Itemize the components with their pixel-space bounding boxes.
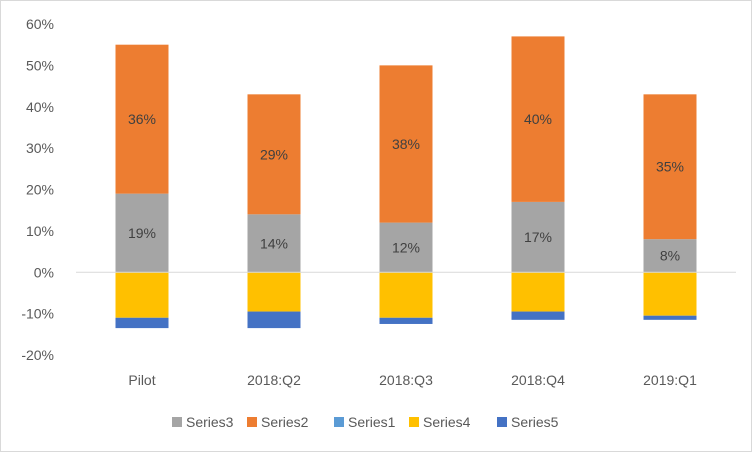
y-tick-label: 60%	[26, 16, 54, 32]
legend-label-series5: Series5	[511, 414, 559, 430]
data-label: 40%	[524, 111, 552, 127]
data-label: 19%	[128, 225, 156, 241]
legend-swatch-series2	[247, 417, 257, 427]
legend-label-series4: Series4	[423, 414, 471, 430]
y-tick-label: 30%	[26, 140, 54, 156]
bar-series3-2018-q2	[247, 214, 301, 273]
bar-series4-2018-q2	[247, 272, 301, 312]
bar-series5-2018-q3	[379, 317, 433, 324]
data-label: 14%	[260, 235, 288, 251]
legend-label-series2: Series2	[261, 414, 309, 430]
y-tick-label: 50%	[26, 57, 54, 73]
bar-series3-2018-q4	[511, 201, 565, 273]
bar-series2-pilot	[115, 44, 169, 194]
data-label: 38%	[392, 136, 420, 152]
bar-series2-2018-q2	[247, 94, 301, 215]
data-label: 17%	[524, 229, 552, 245]
data-label: 8%	[660, 248, 680, 264]
x-category-label: 2018:Q4	[511, 372, 565, 388]
bar-series4-pilot	[115, 272, 169, 318]
y-tick-label: 40%	[26, 99, 54, 115]
legend-swatch-series3	[172, 417, 182, 427]
bar-series5-2019-q1	[643, 315, 697, 320]
bar-series5-pilot	[115, 317, 169, 329]
bar-series2-2018-q3	[379, 65, 433, 223]
legend-label-series3: Series3	[186, 414, 234, 430]
bar-series4-2018-q4	[511, 272, 565, 312]
bar-series3-pilot	[115, 193, 169, 273]
legend-swatch-series1	[334, 417, 344, 427]
data-label: 29%	[260, 146, 288, 162]
bar-series2-2019-q1	[643, 94, 697, 240]
bar-series3-2018-q3	[379, 222, 433, 273]
y-tick-label: -20%	[21, 347, 54, 363]
x-category-label: 2019:Q1	[643, 372, 697, 388]
legend-swatch-series4	[409, 417, 419, 427]
legend-label-series1: Series1	[348, 414, 396, 430]
bar-series4-2019-q1	[643, 272, 697, 316]
x-category-label: 2018:Q2	[247, 372, 301, 388]
x-category-label: 2018:Q3	[379, 372, 433, 388]
data-label: 36%	[128, 111, 156, 127]
bar-series3-2019-q1	[643, 239, 697, 273]
legend-swatch-series5	[497, 417, 507, 427]
y-tick-label: -10%	[21, 306, 54, 322]
bar-series2-2018-q4	[511, 36, 565, 202]
data-label: 35%	[656, 159, 684, 175]
data-label: 12%	[392, 239, 420, 255]
bar-series4-2018-q3	[379, 272, 433, 318]
y-tick-label: 0%	[34, 264, 54, 280]
y-tick-label: 20%	[26, 182, 54, 198]
x-category-label: Pilot	[128, 372, 155, 388]
y-tick-label: 10%	[26, 223, 54, 239]
bar-series5-2018-q2	[247, 311, 301, 329]
bar-series5-2018-q4	[511, 311, 565, 320]
